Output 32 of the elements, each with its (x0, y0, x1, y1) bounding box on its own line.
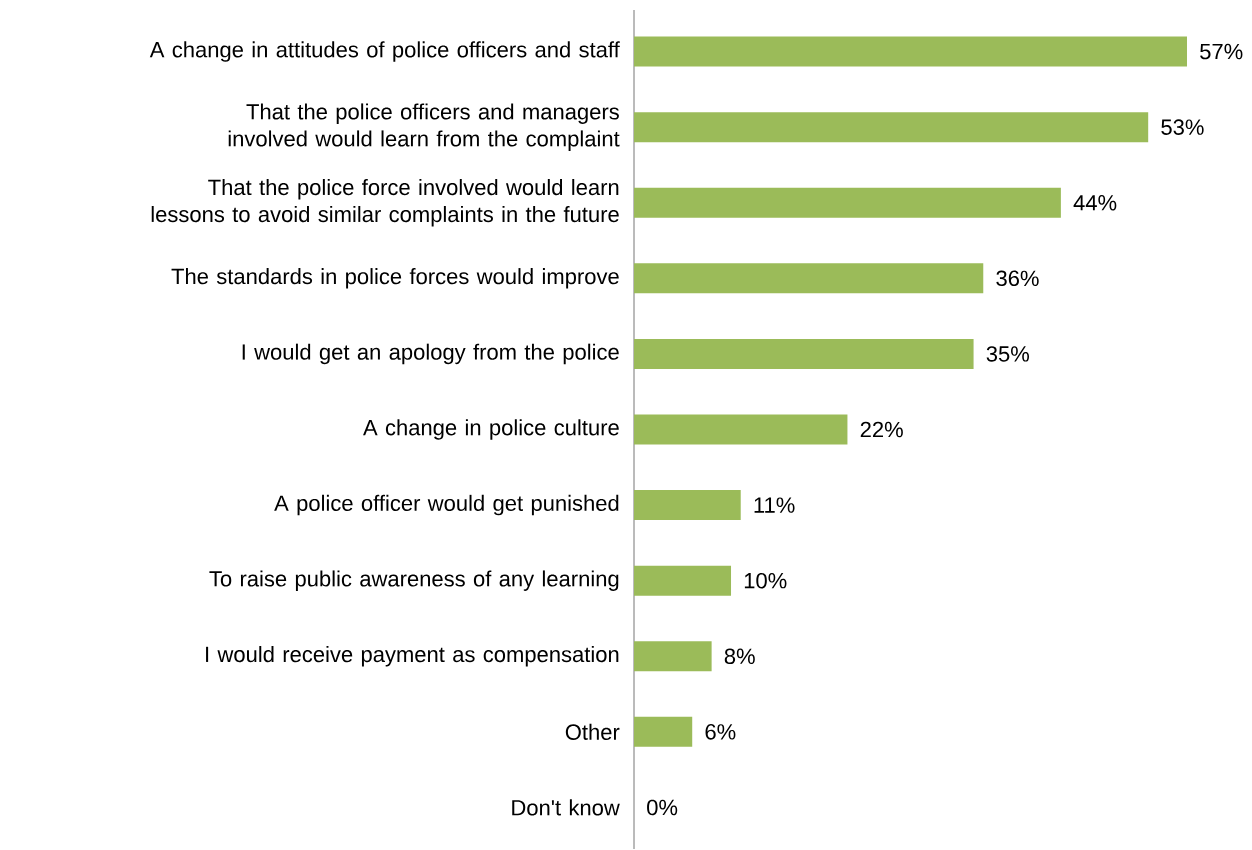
y-tick-label: A change in police culture (363, 419, 619, 440)
y-tick-label: The standards in police forces would improve (171, 268, 619, 289)
bar (634, 339, 974, 370)
y-tick-label: A police officer would get punished (274, 495, 619, 516)
data-label: 35% (986, 346, 1030, 362)
bar (634, 717, 693, 748)
data-label: 53% (1161, 119, 1204, 136)
bar (634, 263, 984, 294)
y-tick-label: Don't know (512, 799, 620, 816)
data-label: 57% (1200, 44, 1243, 60)
data-label: 6% (705, 724, 736, 740)
y-tick-label: That the police officers and managers involved would learn from the complaint (228, 103, 620, 152)
bar (634, 187, 1061, 218)
y-tick-label: That the police force involved would learn lessons to avoid similar complaints in the future (151, 179, 619, 227)
data-label: 44% (1073, 195, 1117, 211)
data-label: 8% (724, 648, 755, 665)
y-tick-label: I would get an apology from the police (242, 343, 619, 365)
bar (634, 565, 732, 596)
y-tick-label: Other (565, 723, 620, 741)
bar (634, 641, 712, 672)
bar (634, 112, 1149, 143)
data-label: 0% (647, 799, 678, 816)
bar (634, 490, 741, 521)
data-label: 11% (754, 497, 795, 513)
bar (634, 414, 848, 445)
data-label: 22% (860, 421, 903, 438)
data-label: 36% (996, 270, 1039, 287)
data-label: 10% (744, 573, 787, 589)
y-tick-label: I would receive payment as compensation (206, 646, 619, 667)
y-tick-label: To raise public awareness of any learning (209, 570, 619, 592)
y-tick-label: A change in attitudes of police officers and staff (149, 41, 620, 63)
bar (634, 36, 1188, 67)
